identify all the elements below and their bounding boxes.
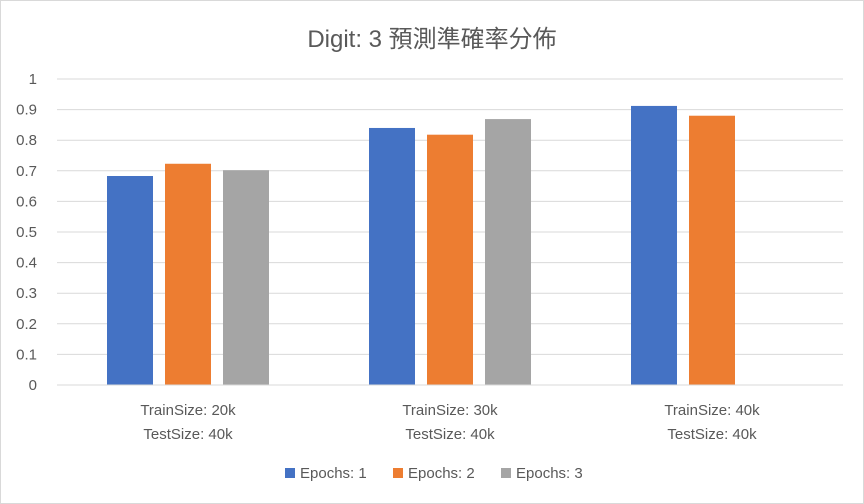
bar-epochs-2-cat-2 — [427, 134, 473, 385]
bar-epochs-1-cat-1 — [107, 176, 153, 385]
category-label: TrainSize: 40k — [664, 402, 760, 419]
legend-swatch — [393, 468, 403, 478]
bar-epochs-3-cat-2 — [485, 119, 531, 385]
y-tick-label: 0.5 — [16, 224, 37, 241]
bar-epochs-2-cat-3 — [689, 115, 735, 385]
y-tick-label: 1 — [29, 71, 37, 88]
legend-swatch — [285, 468, 295, 478]
y-tick-label: 0.8 — [16, 132, 37, 149]
category-label: TrainSize: 30k — [402, 402, 498, 419]
y-tick-label: 0.3 — [16, 285, 37, 302]
y-axis-ticks: 0 0.1 0.2 0.3 0.4 0.5 0.6 0.7 0.8 0.9 1 — [16, 71, 37, 394]
y-tick-label: 0.1 — [16, 346, 37, 363]
y-tick-label: 0.9 — [16, 102, 37, 119]
y-tick-label: 0.6 — [16, 193, 37, 210]
category-label: TrainSize: 20k — [140, 402, 236, 419]
category-label: TestSize: 40k — [667, 426, 757, 443]
legend-label: Epochs: 1 — [300, 465, 367, 482]
y-tick-label: 0.7 — [16, 163, 37, 180]
bar-epochs-1-cat-2 — [369, 127, 415, 386]
bar-epochs-1-cat-3 — [631, 105, 677, 385]
bar-epochs-3-cat-1 — [223, 170, 269, 385]
category-label: TestSize: 40k — [143, 426, 233, 443]
x-axis-categories: TrainSize: 20k TestSize: 40k TrainSize: 30… — [140, 402, 760, 443]
legend-label: Epochs: 3 — [516, 465, 583, 482]
y-tick-label: 0.4 — [16, 255, 37, 272]
chart-title: Digit: 3 預測準確率分佈 — [307, 26, 556, 53]
bar-epochs-2-cat-1 — [165, 163, 211, 385]
y-tick-label: 0.2 — [16, 316, 37, 333]
legend: Epochs: 1 Epochs: 2 Epochs: 3 — [285, 465, 583, 482]
y-tick-label: 0 — [29, 377, 37, 394]
legend-label: Epochs: 2 — [408, 465, 475, 482]
category-label: TestSize: 40k — [405, 426, 495, 443]
legend-swatch — [501, 468, 511, 478]
bars — [107, 105, 735, 386]
